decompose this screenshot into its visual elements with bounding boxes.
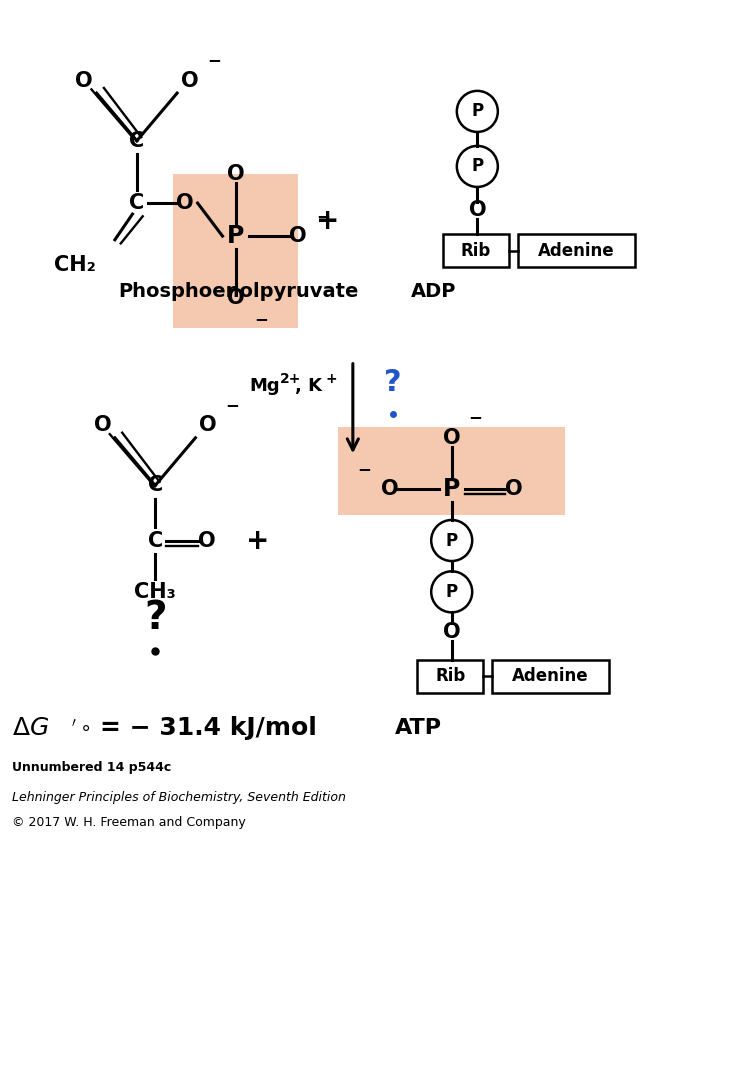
Text: C: C bbox=[129, 193, 145, 213]
Text: O: O bbox=[75, 70, 93, 91]
Text: O: O bbox=[199, 415, 217, 436]
Bar bbox=[492, 659, 609, 693]
Text: +: + bbox=[325, 372, 337, 386]
Text: O: O bbox=[289, 226, 306, 246]
Text: $'\circ$: $'\circ$ bbox=[71, 718, 90, 737]
Text: O: O bbox=[227, 163, 245, 184]
Text: ADP: ADP bbox=[411, 282, 456, 301]
Text: $\Delta G$: $\Delta G$ bbox=[12, 716, 49, 739]
Text: C: C bbox=[148, 476, 162, 495]
Text: O: O bbox=[93, 415, 111, 436]
Text: P: P bbox=[227, 224, 244, 249]
Bar bbox=[417, 659, 483, 693]
Text: Adenine: Adenine bbox=[512, 667, 589, 685]
Text: −: − bbox=[207, 51, 220, 69]
Text: Mg: Mg bbox=[250, 377, 280, 396]
Text: O: O bbox=[468, 200, 486, 221]
Text: , K: , K bbox=[295, 377, 323, 396]
Text: −: − bbox=[225, 396, 239, 414]
Text: P: P bbox=[445, 532, 458, 549]
Text: O: O bbox=[198, 531, 215, 550]
Text: −: − bbox=[468, 409, 482, 426]
Text: C: C bbox=[129, 131, 145, 150]
Text: −: − bbox=[357, 459, 370, 478]
Bar bbox=[517, 235, 635, 267]
Text: Lehninger Principles of Biochemistry, Seventh Edition: Lehninger Principles of Biochemistry, Se… bbox=[12, 790, 346, 803]
Text: O: O bbox=[181, 70, 198, 91]
Text: ATP: ATP bbox=[395, 718, 442, 737]
Text: P: P bbox=[471, 103, 484, 120]
Text: −: − bbox=[317, 206, 331, 225]
Text: Adenine: Adenine bbox=[538, 242, 614, 259]
Text: O: O bbox=[176, 193, 193, 213]
Bar bbox=[338, 427, 565, 515]
Bar bbox=[443, 235, 509, 267]
Text: O: O bbox=[505, 479, 523, 499]
Text: O: O bbox=[227, 289, 245, 308]
Text: O: O bbox=[443, 428, 461, 448]
Text: P: P bbox=[445, 583, 458, 601]
Bar bbox=[173, 174, 298, 328]
Text: 2+: 2+ bbox=[280, 372, 301, 386]
Text: CH₂: CH₂ bbox=[54, 255, 96, 276]
Text: P: P bbox=[471, 158, 484, 175]
Text: ?: ? bbox=[384, 369, 402, 398]
Text: © 2017 W. H. Freeman and Company: © 2017 W. H. Freeman and Company bbox=[12, 816, 246, 829]
Text: Phosphoenolpyruvate: Phosphoenolpyruvate bbox=[118, 282, 359, 301]
Text: −: − bbox=[254, 310, 268, 328]
Text: CH₃: CH₃ bbox=[135, 582, 176, 602]
Text: O: O bbox=[381, 479, 398, 499]
Text: +: + bbox=[246, 526, 269, 555]
Text: O: O bbox=[443, 623, 461, 642]
Text: P: P bbox=[443, 477, 460, 502]
Text: +: + bbox=[315, 208, 339, 236]
Text: C: C bbox=[148, 531, 162, 550]
Text: ?: ? bbox=[144, 599, 166, 637]
Text: Rib: Rib bbox=[461, 242, 491, 259]
Text: = − 31.4 kJ/mol: = − 31.4 kJ/mol bbox=[100, 716, 317, 739]
Text: Rib: Rib bbox=[435, 667, 465, 685]
Text: Unnumbered 14 p544c: Unnumbered 14 p544c bbox=[12, 761, 171, 774]
